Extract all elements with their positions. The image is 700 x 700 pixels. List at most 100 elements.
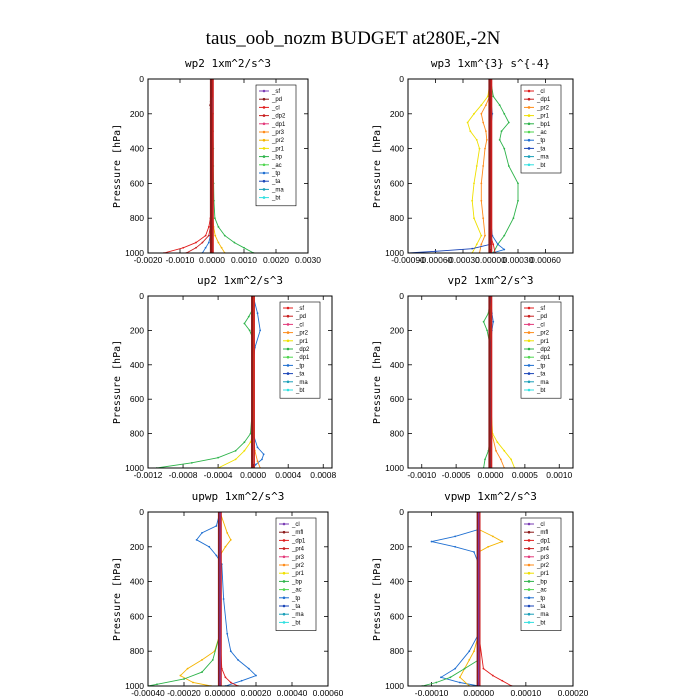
legend-entry: _mfl	[536, 530, 548, 536]
legend-marker	[262, 130, 266, 134]
legend-marker	[286, 314, 290, 318]
x-tick-label: 0.00060	[313, 688, 344, 698]
x-tick-label: -0.0005	[442, 470, 471, 480]
legend-marker	[527, 331, 531, 334]
legend-entry: _ac	[536, 588, 547, 594]
series-point	[510, 458, 513, 461]
series-point	[475, 139, 478, 141]
y-tick-label: 1000	[385, 248, 404, 258]
y-tick-label: 800	[130, 429, 144, 439]
legend-marker	[527, 122, 531, 126]
series-point	[195, 538, 198, 541]
legend-marker	[282, 547, 286, 550]
series-point	[220, 246, 223, 249]
chart-panel-5: upwp 1xm^2/s^3 Pressure [hPa] 0 200 400 600 80…	[112, 490, 344, 698]
x-tick-label: 0.00000	[463, 688, 494, 698]
legend-entry: _ma	[536, 155, 549, 161]
series-point	[482, 121, 485, 124]
legend-entry: _ac	[291, 588, 302, 594]
x-tick-label: -0.0012	[134, 470, 163, 480]
legend-marker	[527, 97, 531, 101]
series-point	[243, 246, 245, 249]
series-point	[454, 545, 457, 548]
legend-entry: _bp1	[536, 122, 551, 128]
legend-marker	[527, 372, 531, 375]
series-point	[486, 95, 489, 98]
legend-entry: _ta	[295, 372, 305, 378]
series-group	[421, 512, 513, 686]
series-point	[255, 674, 257, 677]
panel-title: wp2 1xm^2/s^3	[185, 57, 271, 70]
legend-entry: _ta	[271, 179, 281, 185]
legend-marker	[262, 196, 266, 199]
series-point	[480, 243, 483, 246]
series-point	[201, 241, 204, 244]
legend-entry: _ma	[291, 612, 304, 618]
legend-marker	[282, 588, 286, 591]
series-point	[484, 147, 486, 150]
legend-marker	[282, 530, 286, 534]
legend-entry: _pr1	[295, 339, 309, 345]
legend-marker	[527, 555, 531, 559]
series-line	[421, 512, 480, 686]
legend-entry: _ta	[536, 372, 546, 378]
legend-entry: _pr3	[291, 555, 305, 561]
legend-entry: _sf	[295, 306, 304, 312]
series-point	[486, 329, 488, 332]
legend-entry: _pr2	[536, 105, 550, 111]
series-point	[217, 226, 220, 228]
legend-marker	[527, 323, 531, 326]
series-point	[256, 312, 259, 315]
legend-marker	[527, 522, 531, 526]
series-point	[207, 226, 210, 228]
legend-marker	[527, 147, 531, 150]
series-point	[517, 199, 519, 202]
y-tick-label: 400	[130, 577, 144, 587]
legend-marker	[527, 547, 531, 550]
y-axis-label: Pressure [hPa]	[112, 340, 123, 424]
series-point	[195, 241, 197, 244]
legend-marker	[262, 163, 266, 167]
legend-box	[255, 84, 297, 207]
legend-marker	[286, 355, 290, 359]
series-point	[224, 676, 227, 679]
y-tick-label: 0	[399, 507, 404, 517]
series-point	[492, 95, 495, 98]
legend-entry: _ac	[536, 130, 547, 136]
y-tick-label: 200	[130, 542, 144, 552]
plot-frame	[147, 511, 329, 687]
chart-panel-1: wp2 1xm^2/s^3 Pressure [hPa] 0 200 400 600 800…	[112, 57, 321, 265]
series-point	[430, 540, 433, 543]
legend-marker	[527, 539, 531, 542]
series-point	[213, 217, 216, 220]
legend-entry: _bt	[536, 163, 546, 169]
y-tick-label: 0	[139, 507, 144, 517]
x-tick-label: 0.00000	[475, 255, 506, 265]
x-tick-label: 0.00010	[510, 688, 541, 698]
legend-marker	[262, 89, 266, 93]
y-tick-label: 0	[399, 291, 404, 301]
legend-entry: _ma	[271, 187, 284, 193]
legend-marker	[527, 388, 531, 392]
series-point	[254, 463, 257, 466]
x-tick-label: 0.0010	[231, 255, 257, 265]
x-tick-label: 0.0004	[275, 470, 301, 480]
x-tick-label: -0.0020	[134, 255, 163, 265]
x-tick-label: 0.0030	[295, 255, 321, 265]
series-point	[473, 182, 475, 185]
y-axis-label: Pressure [hPa]	[372, 557, 383, 641]
legend-marker	[286, 372, 290, 375]
legend-marker	[527, 306, 531, 310]
figure-title: taus_oob_nozm BUDGET at280E,-2N	[206, 28, 501, 49]
legend-entry: _pr4	[536, 547, 550, 553]
legend-entry: _pr3	[536, 555, 550, 561]
series-point	[243, 322, 246, 325]
x-tick-label: -0.00030	[446, 255, 480, 265]
legend-entry: _pr1	[536, 339, 550, 345]
x-tick-label: 0.0020	[263, 255, 289, 265]
series-point	[247, 667, 250, 670]
legend-entry: _mfl	[291, 530, 303, 536]
legend-marker	[527, 604, 531, 608]
legend-marker	[527, 612, 531, 616]
series-point	[214, 234, 217, 237]
